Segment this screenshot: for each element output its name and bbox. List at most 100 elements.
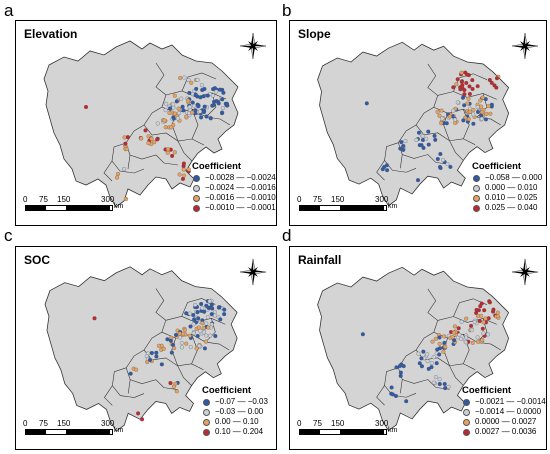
sample-point (187, 333, 192, 338)
scale-tick: 75 (313, 419, 322, 428)
sample-point (171, 342, 176, 347)
sample-point (168, 381, 173, 386)
sample-point (446, 384, 451, 389)
sample-point (204, 333, 209, 338)
sample-point (438, 165, 443, 171)
map-panel-rainfall: Rainfall Coefficient −0.0021 — −0.0014 −0… (289, 246, 547, 450)
legend-rows: −0.0021 — −0.0014 −0.0014 — 0.0000 0.0000 … (462, 397, 546, 437)
sample-point (212, 99, 217, 104)
sample-point (154, 350, 159, 355)
sample-point (210, 306, 215, 311)
map-canvas (43, 40, 239, 208)
district-boundary (376, 160, 385, 181)
district-boundary (151, 62, 167, 114)
sample-point (464, 335, 469, 340)
sample-point (222, 312, 227, 317)
legend-swatch (203, 408, 210, 416)
scale-unit: km (388, 427, 398, 434)
scale-tick: 75 (313, 195, 322, 204)
sample-point (416, 130, 422, 135)
sample-point (437, 377, 442, 382)
district-boundary (397, 124, 450, 165)
sample-point (437, 382, 442, 387)
sample-point (424, 136, 429, 141)
sample-point (450, 335, 455, 340)
scale-unit: km (114, 427, 124, 434)
sample-point (435, 157, 440, 162)
sample-point (200, 306, 205, 311)
sample-point (437, 113, 442, 118)
sample-point (210, 103, 215, 108)
sample-point (478, 98, 483, 103)
compass-point (253, 43, 266, 46)
sample-point (441, 157, 446, 162)
legend-label: 0.10 — 0.204 (215, 427, 264, 436)
sample-point (443, 386, 448, 391)
legend-entry: −0.03 — 0.00 (202, 407, 268, 417)
sample-point (199, 115, 204, 120)
sample-point (83, 104, 89, 110)
sample-point (202, 346, 207, 351)
sample-point (218, 87, 223, 92)
sample-point (221, 90, 226, 95)
compass-point (248, 41, 255, 48)
sample-point (480, 338, 485, 343)
legend-swatch (203, 398, 210, 406)
sample-point (144, 354, 149, 359)
sample-point (483, 316, 488, 321)
sample-point (442, 334, 447, 339)
panel-title: Slope (298, 27, 331, 41)
sample-point (218, 317, 223, 322)
sample-point (162, 118, 167, 123)
sample-point (186, 167, 191, 172)
sample-point (425, 352, 430, 357)
sample-point (187, 311, 192, 316)
sample-point (163, 125, 168, 130)
sample-point (146, 134, 151, 139)
sample-point (438, 152, 443, 157)
sample-point (421, 145, 426, 150)
legend: Coefficient −0.0021 — −0.0014 −0.0014 — 0… (462, 386, 546, 437)
sample-point (191, 313, 196, 318)
scale-tick: 0 (297, 419, 302, 428)
scale-bar-graphic (25, 205, 113, 211)
sample-point (452, 117, 457, 122)
sample-point (489, 80, 494, 85)
sample-point (195, 77, 200, 82)
north-arrow-icon (239, 32, 267, 60)
scale-bar: 0 75 150 300 km (23, 419, 123, 435)
sample-point (206, 305, 211, 311)
legend-label: 0.0027 — 0.0036 (475, 427, 537, 436)
sample-point (416, 351, 421, 356)
district-boundary (423, 63, 439, 114)
legend-entry: −0.0014 — 0.0000 (462, 407, 546, 417)
sample-point (173, 381, 178, 386)
legend-title: Coefficient (462, 385, 512, 396)
compass-point (523, 44, 530, 51)
scale-tick: 300 (101, 419, 115, 428)
sample-point (419, 143, 424, 148)
sample-point (197, 109, 203, 114)
sample-point (224, 101, 229, 106)
sample-point (123, 141, 128, 146)
sample-point (175, 116, 180, 121)
scale-labels: 0 75 150 300 (23, 195, 114, 205)
sample-point (488, 111, 493, 116)
scale-tick: 300 (375, 195, 389, 204)
scale-bar-graphic (299, 429, 387, 435)
district-boundary (112, 367, 145, 398)
district-boundary (399, 154, 403, 169)
sample-point (483, 117, 488, 122)
map-canvas (44, 266, 238, 432)
sample-point (494, 76, 500, 81)
sample-point (179, 340, 184, 345)
sample-point (389, 385, 394, 390)
sample-point (115, 171, 121, 177)
sample-point (431, 355, 436, 360)
scale-tick: 75 (39, 419, 48, 428)
sample-point (170, 153, 175, 158)
sample-point (155, 137, 160, 142)
sample-point (431, 380, 436, 385)
legend-swatch (473, 184, 480, 192)
sample-point (191, 331, 196, 336)
